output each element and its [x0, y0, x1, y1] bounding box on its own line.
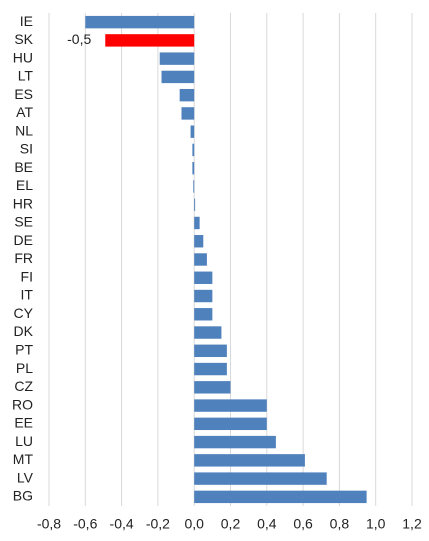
- data-label: -0,5: [67, 31, 91, 47]
- y-tick-label: SI: [20, 141, 33, 157]
- y-tick-label: DE: [14, 232, 33, 248]
- y-tick-label: HR: [13, 195, 33, 211]
- bar: [161, 70, 195, 84]
- bar: [194, 271, 213, 284]
- y-tick-label: BE: [14, 159, 33, 175]
- y-tick-label: LT: [18, 68, 34, 84]
- y-tick-label: EE: [14, 415, 33, 431]
- bar: [194, 289, 213, 303]
- y-tick-label: EL: [16, 177, 33, 193]
- bar: [194, 435, 276, 449]
- x-tick-label: -0,6: [73, 516, 97, 532]
- bar: [181, 107, 195, 120]
- bar: [194, 216, 200, 230]
- y-tick-label: DK: [14, 323, 34, 339]
- x-tick-label: -0,8: [37, 516, 61, 532]
- y-tick-label: AT: [16, 104, 33, 120]
- y-tick-label: IT: [21, 287, 34, 303]
- bar: [193, 180, 195, 193]
- x-tick-label: 1,2: [402, 516, 422, 532]
- bar: [179, 88, 195, 102]
- y-tick-label: NL: [15, 122, 33, 138]
- y-tick-label: CZ: [14, 378, 33, 394]
- y-tick-label: PL: [16, 360, 33, 376]
- bar: [190, 125, 195, 138]
- bar: [105, 34, 195, 47]
- bar: [194, 326, 222, 339]
- x-tick-label: 0,4: [257, 516, 277, 532]
- y-tick-label: PT: [15, 341, 33, 357]
- x-tick-label: 0,0: [184, 516, 204, 532]
- x-tick-label: -0,4: [110, 516, 134, 532]
- bar: [194, 490, 367, 504]
- x-tick-label: 0,6: [293, 516, 313, 532]
- y-tick-label: IE: [20, 13, 33, 29]
- y-tick-label: FR: [14, 250, 33, 266]
- bar: [192, 143, 195, 157]
- x-tick-label: 1,0: [366, 516, 386, 532]
- x-tick-label: 0,8: [330, 516, 350, 532]
- y-tick-label: SK: [14, 31, 33, 47]
- y-tick-label: MT: [13, 451, 34, 467]
- y-tick-label: HU: [13, 49, 33, 65]
- bar: [85, 15, 195, 29]
- bar: [192, 161, 195, 175]
- y-tick-label: LV: [17, 469, 34, 485]
- bar: [194, 417, 267, 431]
- bar: [194, 454, 305, 467]
- bar: [194, 253, 207, 266]
- y-tick-label: RO: [12, 396, 33, 412]
- x-tick-label: 0,2: [221, 516, 241, 532]
- y-tick-label: LU: [15, 433, 33, 449]
- y-tick-label: BG: [13, 488, 33, 504]
- bar: [194, 344, 227, 358]
- y-tick-label: SE: [14, 214, 33, 230]
- bar: [194, 381, 231, 394]
- bar: [159, 52, 195, 65]
- y-tick-label: ES: [14, 86, 33, 102]
- bar: [194, 198, 196, 211]
- bar: [194, 362, 227, 376]
- x-tick-label: -0,2: [146, 516, 170, 532]
- bar: [194, 308, 213, 321]
- bar: [194, 399, 267, 412]
- bar: [194, 235, 204, 248]
- y-tick-label: CY: [14, 305, 34, 321]
- y-tick-label: FI: [21, 268, 33, 284]
- bar: [194, 472, 327, 485]
